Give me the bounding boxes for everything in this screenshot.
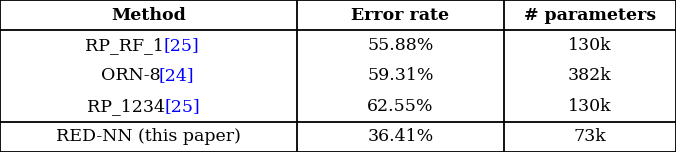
Text: Method: Method (112, 7, 186, 24)
Text: 73k: 73k (573, 128, 606, 145)
Text: 36.41%: 36.41% (367, 128, 434, 145)
Text: [24]: [24] (158, 67, 194, 85)
Text: [25]: [25] (165, 98, 201, 115)
Text: 130k: 130k (568, 98, 612, 115)
Text: 382k: 382k (568, 67, 612, 85)
Text: RP_1234: RP_1234 (87, 98, 170, 115)
Text: RED-NN (this paper): RED-NN (this paper) (56, 128, 241, 145)
Text: [25]: [25] (164, 37, 199, 54)
Text: # parameters: # parameters (524, 7, 656, 24)
Text: 62.55%: 62.55% (367, 98, 434, 115)
Text: 130k: 130k (568, 37, 612, 54)
Text: 55.88%: 55.88% (367, 37, 434, 54)
Text: RP_RF_1: RP_RF_1 (85, 37, 170, 54)
Text: 59.31%: 59.31% (367, 67, 434, 85)
Text: ORN-8: ORN-8 (101, 67, 161, 85)
Text: Error rate: Error rate (352, 7, 450, 24)
